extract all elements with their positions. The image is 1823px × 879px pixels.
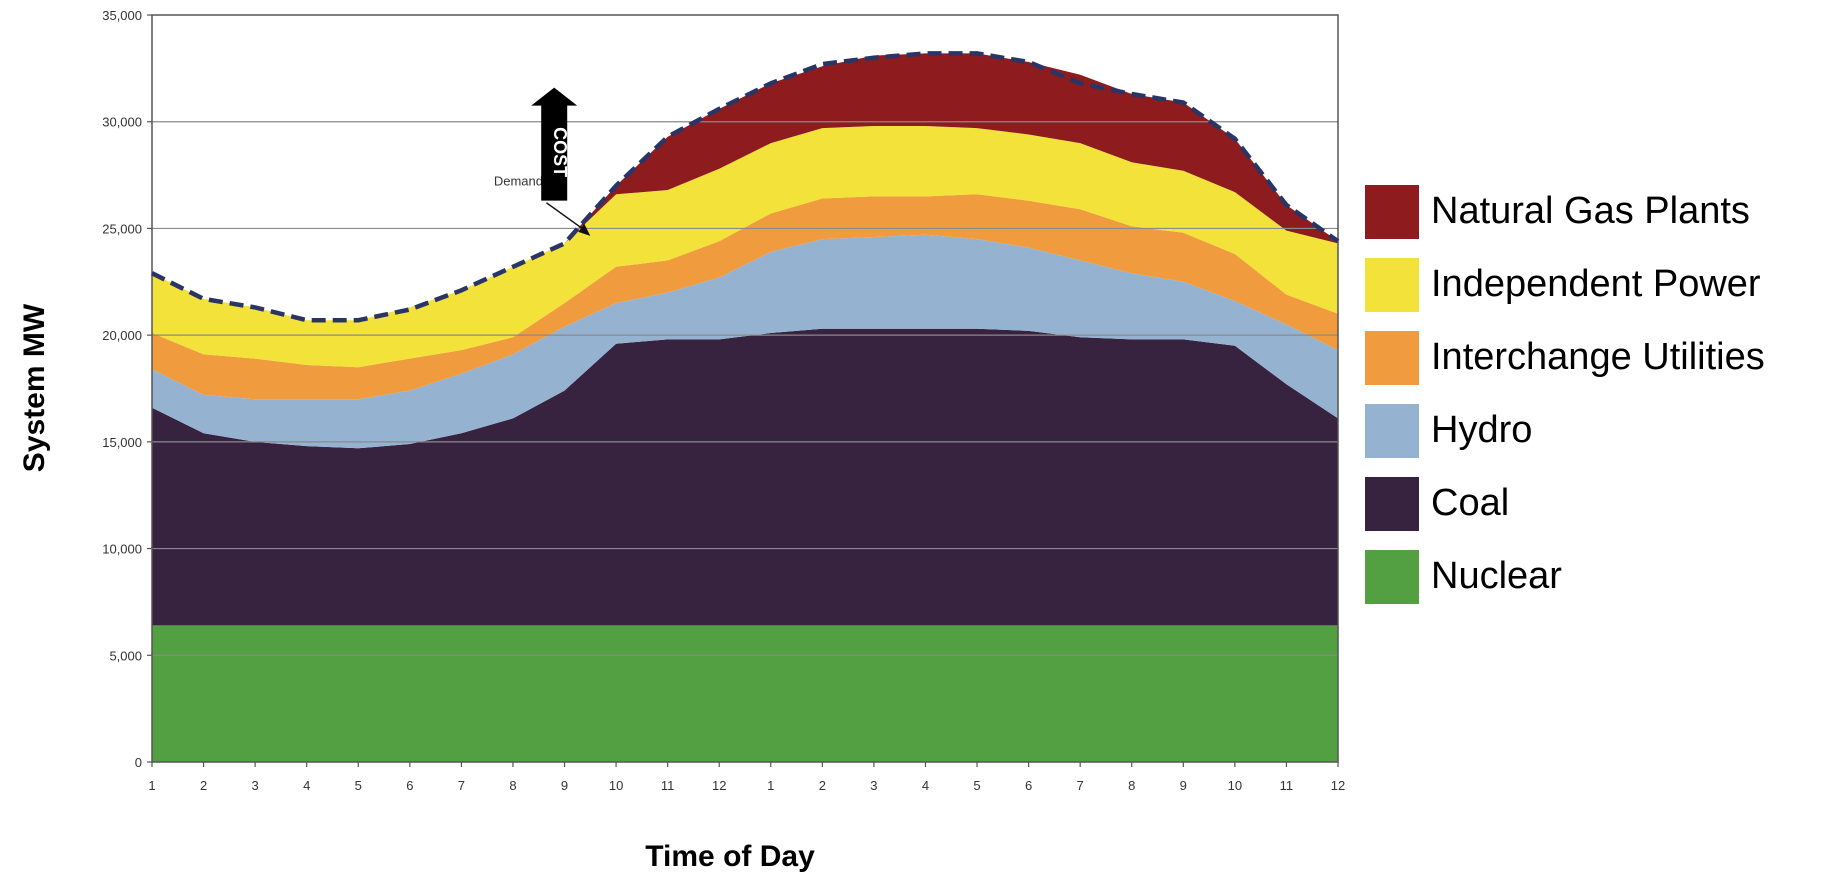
y-tick-label: 30,000 [102, 115, 142, 130]
x-tick-label: 10 [1228, 778, 1242, 793]
y-tick-label: 15,000 [102, 435, 142, 450]
x-tick-label: 4 [922, 778, 929, 793]
legend-item: Interchange Utilities [1365, 321, 1765, 394]
legend: Natural Gas Plants Independent Power Inter… [1365, 175, 1765, 613]
x-tick-label: 6 [406, 778, 413, 793]
legend-item: Coal [1365, 467, 1765, 540]
legend-item: Hydro [1365, 394, 1765, 467]
x-tick-label: 6 [1025, 778, 1032, 793]
x-tick-label: 10 [609, 778, 623, 793]
legend-label: Independent Power [1431, 263, 1761, 305]
series-area-independent-power [152, 126, 1338, 368]
legend-label: Interchange Utilities [1431, 336, 1765, 378]
plot-frame [151, 14, 1339, 763]
legend-item: Nuclear [1365, 540, 1765, 613]
x-tick-label: 1 [148, 778, 155, 793]
series-area-nuclear [152, 625, 1338, 762]
legend-swatch [1365, 330, 1419, 385]
y-axis-title: System MW [18, 303, 51, 472]
x-tick-label: 3 [870, 778, 877, 793]
legend-swatch [1365, 549, 1419, 604]
x-tick-label: 8 [509, 778, 516, 793]
legend-item: Independent Power [1365, 248, 1765, 321]
demand-pointer [546, 202, 586, 232]
y-tick-label: 25,000 [102, 221, 142, 236]
x-tick-label: 9 [561, 778, 568, 793]
cost-label: COST [550, 127, 570, 177]
y-tick-label: 5,000 [109, 648, 142, 663]
chart-svg: Demand COST 0 5,000 10,000 15,000 20,000 25,000… [18, 8, 1345, 873]
series-area-coal [152, 328, 1338, 626]
x-tick-label: 3 [252, 778, 259, 793]
x-tick-label: 12 [712, 778, 726, 793]
legend-label: Natural Gas Plants [1431, 190, 1750, 232]
x-tick-label: 7 [458, 778, 465, 793]
x-tick-label: 2 [819, 778, 826, 793]
x-tick-label: 11 [1280, 778, 1294, 793]
legend-swatch [1365, 257, 1419, 312]
legend-swatch [1365, 476, 1419, 531]
legend-item: Natural Gas Plants [1365, 175, 1765, 248]
cost-arrow [531, 87, 578, 201]
x-tick-label: 8 [1128, 778, 1135, 793]
y-tick-label: 20,000 [102, 328, 142, 343]
x-tick-label: 9 [1180, 778, 1187, 793]
y-tick-label: 10,000 [102, 542, 142, 557]
x-tick-label: 5 [355, 778, 362, 793]
demand-line [150, 51, 1340, 323]
series-area-interchange-utilities [152, 194, 1338, 400]
x-tick-label: 2 [200, 778, 207, 793]
x-tick-label: 4 [303, 778, 310, 793]
x-tick-label: 12 [1331, 778, 1345, 793]
legend-label: Nuclear [1431, 555, 1562, 597]
x-tick-label: 1 [767, 778, 774, 793]
x-axis-title: Time of Day [645, 840, 815, 873]
x-tick-label: 7 [1077, 778, 1084, 793]
x-tick-label: 11 [661, 778, 675, 793]
legend-label: Coal [1431, 482, 1510, 524]
y-tick-label: 35,000 [102, 8, 142, 23]
legend-swatch [1365, 184, 1419, 239]
demand-pointer-head [578, 223, 591, 236]
legend-label: Hydro [1431, 409, 1533, 451]
series-area-hydro [152, 234, 1338, 449]
demand-label: Demand [494, 174, 543, 189]
legend-swatch [1365, 403, 1419, 458]
series-area-natural-gas-plants [152, 53, 1338, 321]
x-tick-label: 5 [973, 778, 980, 793]
y-tick-label: 0 [135, 755, 142, 770]
